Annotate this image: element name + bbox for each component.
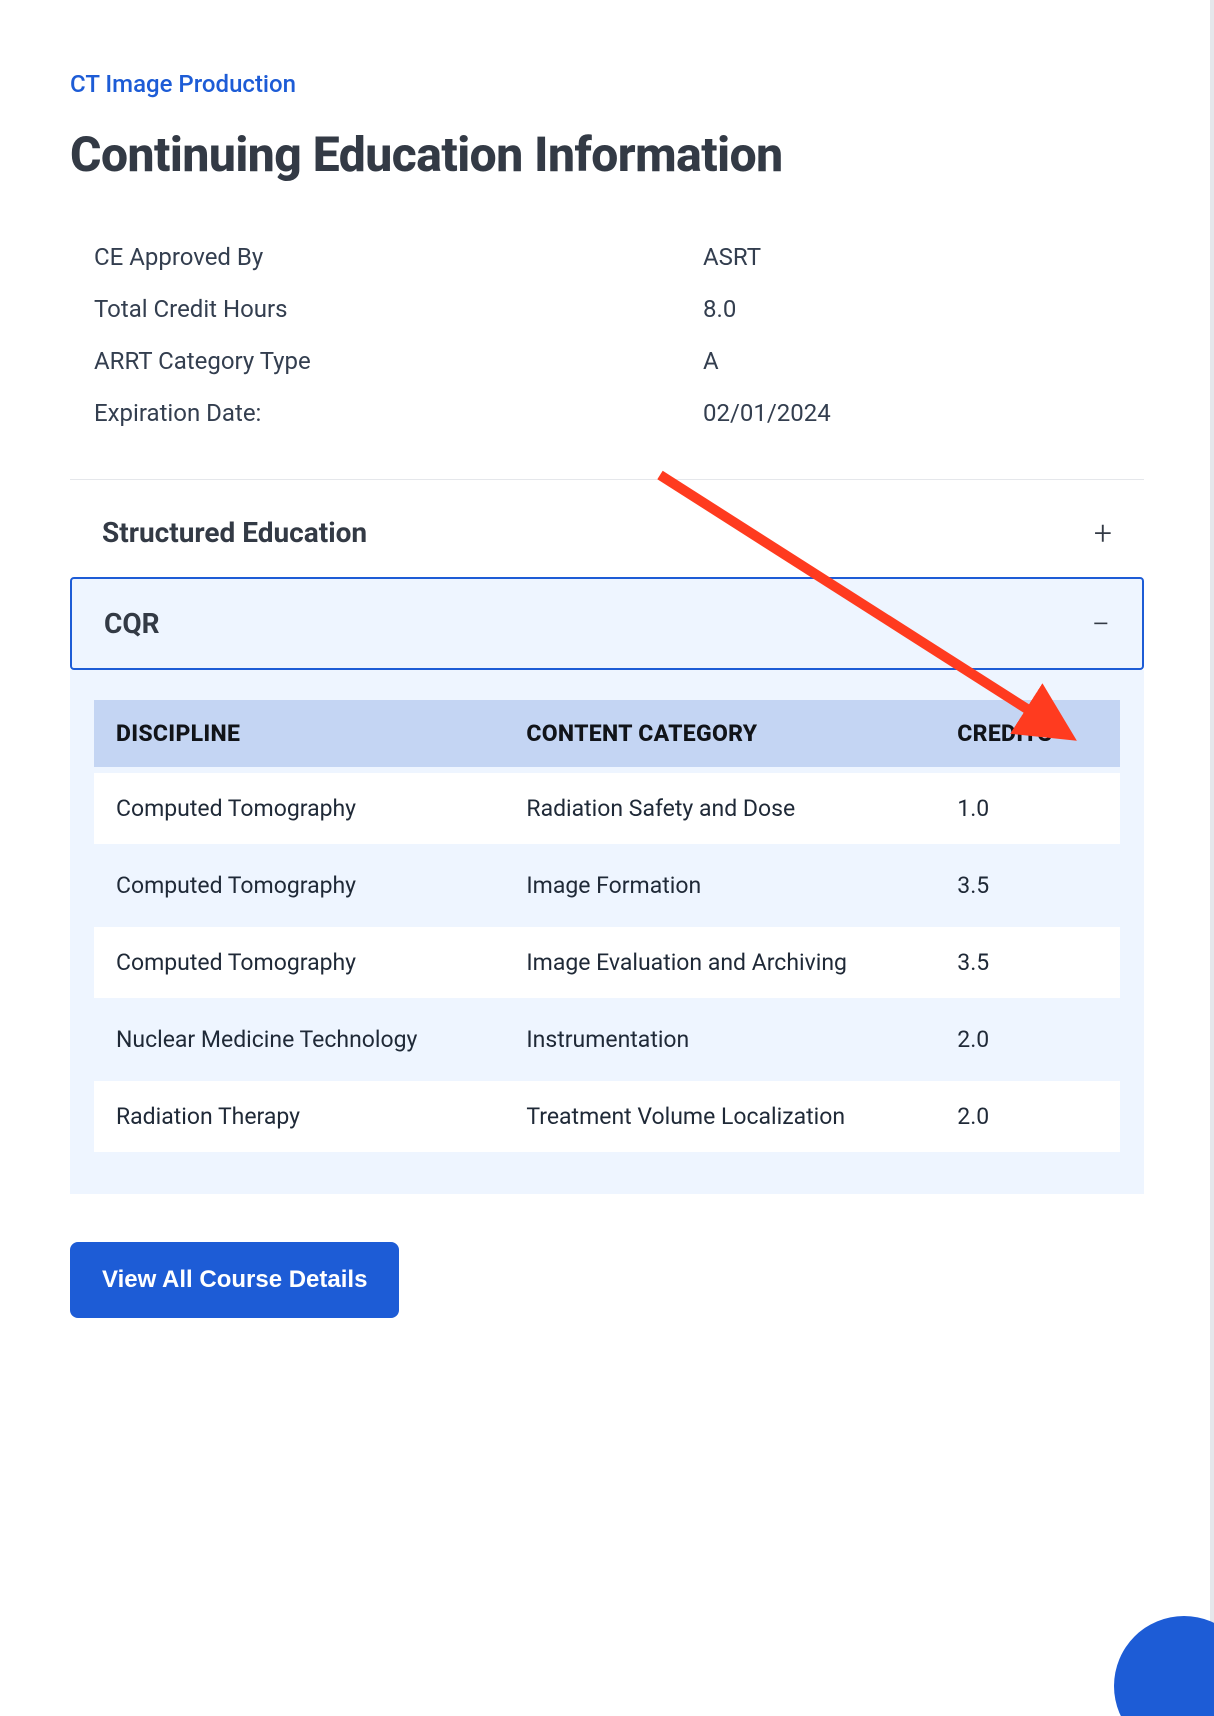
table-row: Computed TomographyImage Formation3.5 (94, 850, 1120, 921)
accordion-header-structured-education[interactable]: Structured Education + (70, 488, 1144, 577)
info-label: Expiration Date: (94, 399, 703, 427)
accordion-body-cqr: DISCIPLINE CONTENT CATEGORY CREDITS Comp… (70, 670, 1144, 1194)
plus-icon: + (1094, 517, 1112, 549)
table-row: Computed TomographyRadiation Safety and … (94, 773, 1120, 844)
cell-credits: 2.0 (935, 1004, 1120, 1075)
cell-discipline: Computed Tomography (94, 773, 504, 844)
cell-credits: 3.5 (935, 850, 1120, 921)
ce-info-block: CE Approved By ASRT Total Credit Hours 8… (70, 231, 1144, 439)
cell-discipline: Radiation Therapy (94, 1081, 504, 1152)
accordion-header-cqr[interactable]: CQR − (70, 577, 1144, 670)
cqr-table: DISCIPLINE CONTENT CATEGORY CREDITS Comp… (94, 694, 1120, 1158)
cell-category: Image Evaluation and Archiving (504, 927, 935, 998)
table-row: Radiation TherapyTreatment Volume Locali… (94, 1081, 1120, 1152)
scrollbar-track[interactable] (1210, 0, 1214, 1716)
info-label: ARRT Category Type (94, 347, 703, 375)
info-row-credit-hours: Total Credit Hours 8.0 (94, 283, 1144, 335)
breadcrumb-link[interactable]: CT Image Production (70, 70, 1144, 98)
view-all-course-details-button[interactable]: View All Course Details (70, 1242, 399, 1318)
cell-credits: 2.0 (935, 1081, 1120, 1152)
cell-category: Radiation Safety and Dose (504, 773, 935, 844)
column-header-discipline: DISCIPLINE (94, 700, 504, 767)
cell-credits: 3.5 (935, 927, 1120, 998)
cell-discipline: Nuclear Medicine Technology (94, 1004, 504, 1075)
info-value: 02/01/2024 (703, 399, 1144, 427)
cell-discipline: Computed Tomography (94, 927, 504, 998)
cell-category: Image Formation (504, 850, 935, 921)
info-row-category-type: ARRT Category Type A (94, 335, 1144, 387)
info-label: Total Credit Hours (94, 295, 703, 323)
cell-discipline: Computed Tomography (94, 850, 504, 921)
accordion-label: Structured Education (102, 516, 367, 549)
table-row: Nuclear Medicine TechnologyInstrumentati… (94, 1004, 1120, 1075)
accordion: Structured Education + CQR − DISCIPLINE … (70, 488, 1144, 1194)
page-title: Continuing Education Information (70, 126, 1144, 183)
info-value: A (703, 347, 1144, 375)
accordion-label: CQR (104, 607, 160, 640)
table-header-row: DISCIPLINE CONTENT CATEGORY CREDITS (94, 700, 1120, 767)
cell-category: Treatment Volume Localization (504, 1081, 935, 1152)
column-header-credits: CREDITS (935, 700, 1120, 767)
divider (70, 479, 1144, 480)
column-header-category: CONTENT CATEGORY (504, 700, 935, 767)
info-label: CE Approved By (94, 243, 703, 271)
info-value: ASRT (703, 243, 1144, 271)
info-row-approved-by: CE Approved By ASRT (94, 231, 1144, 283)
minus-icon: − (1092, 608, 1110, 640)
info-value: 8.0 (703, 295, 1144, 323)
info-row-expiration: Expiration Date: 02/01/2024 (94, 387, 1144, 439)
chat-bubble-icon[interactable] (1114, 1616, 1214, 1716)
cell-credits: 1.0 (935, 773, 1120, 844)
table-row: Computed TomographyImage Evaluation and … (94, 927, 1120, 998)
cell-category: Instrumentation (504, 1004, 935, 1075)
